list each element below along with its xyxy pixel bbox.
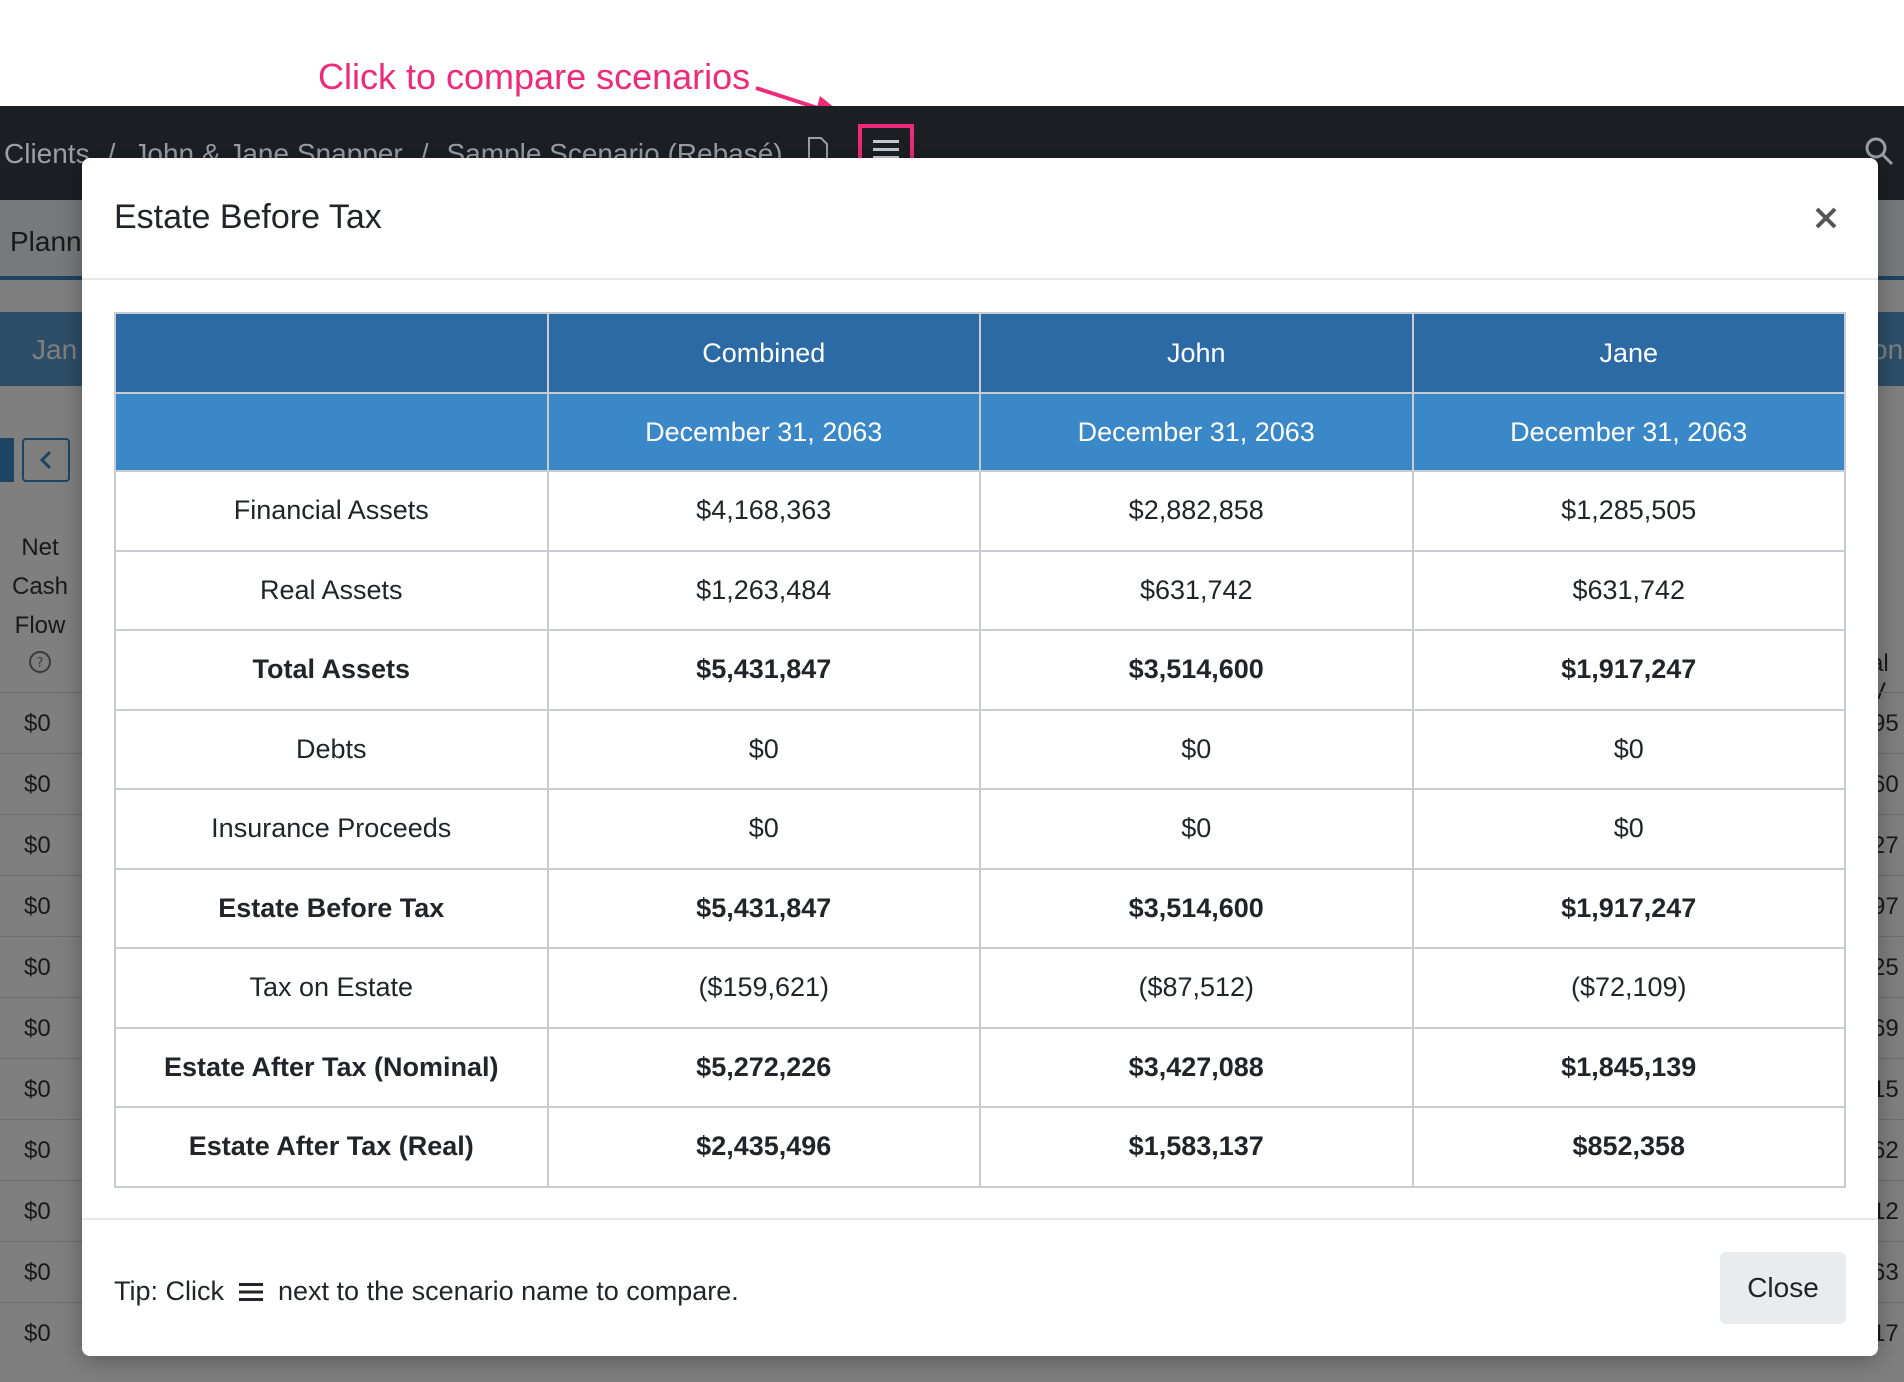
cell-jane: $0 (1411, 788, 1846, 870)
modal-footer: Tip: Click next to the scenario name to … (82, 1218, 1878, 1356)
cell-john: $3,427,088 (979, 1026, 1414, 1108)
hamburger-menu-icon (873, 140, 899, 159)
table-row: Real Assets $1,263,484 $631,742 $631,742 (114, 549, 1846, 631)
row-label: Financial Assets (114, 470, 549, 552)
cell-john: $0 (979, 708, 1414, 790)
column-header-combined: Combined (546, 312, 981, 394)
annotation-callout: Click to compare scenarios (318, 56, 751, 97)
cell-john: $0 (979, 788, 1414, 870)
cell-combined: $4,168,363 (546, 470, 981, 552)
date-header-john: December 31, 2063 (979, 392, 1414, 472)
cell-john: $3,514,600 (979, 867, 1414, 949)
table-row: Tax on Estate ($159,621) ($87,512) ($72,… (114, 947, 1846, 1029)
table-row: Financial Assets $4,168,363 $2,882,858 $… (114, 470, 1846, 552)
breadcrumb-clients[interactable]: Clients (4, 137, 90, 169)
cell-jane: $1,917,247 (1411, 867, 1846, 949)
row-label: Insurance Proceeds (114, 788, 549, 870)
search-icon[interactable] (1864, 136, 1894, 171)
cell-combined: $5,272,226 (546, 1026, 981, 1108)
cell-john: $1,583,137 (979, 1106, 1414, 1188)
cell-john: $631,742 (979, 549, 1414, 631)
table-row: Insurance Proceeds $0 $0 $0 (114, 788, 1846, 870)
row-label: Total Assets (114, 629, 549, 711)
cell-combined: ($159,621) (546, 947, 981, 1029)
table-header-row: Combined John Jane (114, 312, 1846, 394)
modal-title: Estate Before Tax (114, 198, 382, 236)
column-header-jane: Jane (1411, 312, 1846, 394)
cell-jane: $1,917,247 (1411, 629, 1846, 711)
close-button[interactable]: Close (1720, 1252, 1846, 1324)
cell-combined: $0 (546, 788, 981, 870)
cell-combined: $2,435,496 (546, 1106, 981, 1188)
row-label: Debts (114, 708, 549, 790)
table-row: Estate After Tax (Nominal) $5,272,226 $3… (114, 1026, 1846, 1108)
date-header-jane: December 31, 2063 (1411, 392, 1846, 472)
breadcrumb-separator: / (420, 137, 429, 169)
cell-combined: $5,431,847 (546, 629, 981, 711)
close-icon[interactable] (1806, 198, 1846, 238)
cell-jane: $0 (1411, 708, 1846, 790)
modal-header: Estate Before Tax (82, 158, 1878, 280)
cell-combined: $5,431,847 (546, 867, 981, 949)
tip-suffix: next to the scenario name to compare. (278, 1276, 739, 1306)
hamburger-menu-icon (238, 1280, 264, 1304)
cell-jane: $1,285,505 (1411, 470, 1846, 552)
header-empty-cell (114, 392, 549, 472)
cell-combined: $0 (546, 708, 981, 790)
cell-john: $2,882,858 (979, 470, 1414, 552)
cell-combined: $1,263,484 (546, 549, 981, 631)
tip-prefix: Tip: Click (114, 1276, 225, 1306)
breadcrumb-separator: / (107, 137, 116, 169)
cell-jane: ($72,109) (1411, 947, 1846, 1029)
table-row: Total Assets $5,431,847 $3,514,600 $1,91… (114, 629, 1846, 711)
cell-john: $3,514,600 (979, 629, 1414, 711)
cell-jane: $852,358 (1411, 1106, 1846, 1188)
tip-text: Tip: Click next to the scenario name to … (114, 1276, 739, 1307)
table-row: Debts $0 $0 $0 (114, 708, 1846, 790)
row-label: Estate After Tax (Real) (114, 1106, 549, 1188)
row-label: Estate Before Tax (114, 867, 549, 949)
cell-john: ($87,512) (979, 947, 1414, 1029)
table-row: Estate Before Tax $5,431,847 $3,514,600 … (114, 867, 1846, 949)
column-header-john: John (979, 312, 1414, 394)
table-date-row: December 31, 2063 December 31, 2063 Dece… (114, 392, 1846, 472)
estate-table: Combined John Jane December 31, 2063 Dec… (114, 312, 1846, 1188)
cell-jane: $1,845,139 (1411, 1026, 1846, 1108)
table-row: Estate After Tax (Real) $2,435,496 $1,58… (114, 1106, 1846, 1188)
date-header-combined: December 31, 2063 (546, 392, 981, 472)
estate-modal: Estate Before Tax Combined John Jane Dec… (82, 158, 1878, 1356)
row-label: Real Assets (114, 549, 549, 631)
cell-jane: $631,742 (1411, 549, 1846, 631)
header-empty-cell (114, 312, 549, 394)
row-label: Tax on Estate (114, 947, 549, 1029)
row-label: Estate After Tax (Nominal) (114, 1026, 549, 1108)
